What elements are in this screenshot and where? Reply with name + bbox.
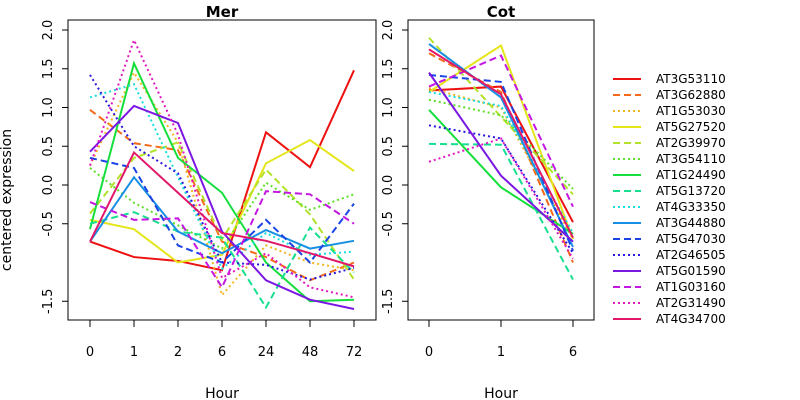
legend-item: AT5G01590 bbox=[613, 264, 726, 278]
series-line-at2g39970 bbox=[89, 141, 355, 281]
x-tick-label: 48 bbox=[302, 345, 319, 360]
legend-label: AT2G31490 bbox=[656, 296, 726, 310]
series-line-at5g01590 bbox=[428, 72, 574, 243]
legend-label: AT1G53030 bbox=[656, 104, 726, 118]
series-line-at5g13720 bbox=[89, 211, 355, 310]
panel-cot-series bbox=[428, 37, 574, 281]
y-tick-label: 0.0 bbox=[381, 175, 396, 196]
y-tick-label: 0.0 bbox=[41, 175, 56, 196]
legend-item: AT4G34700 bbox=[613, 312, 726, 326]
panel-cot-x-label: Hour bbox=[484, 386, 518, 400]
x-tick-label: 1 bbox=[497, 345, 505, 360]
x-tick-label: 1 bbox=[130, 345, 138, 360]
panel-cot-title: Cot bbox=[487, 3, 515, 21]
series-line-at1g03160 bbox=[428, 54, 574, 208]
y-tick-label: 0.5 bbox=[41, 136, 56, 157]
y-tick-label: -1.5 bbox=[41, 289, 56, 314]
x-tick-label: 6 bbox=[218, 345, 226, 360]
legend-label: AT3G53110 bbox=[656, 72, 726, 86]
legend-item: AT1G03160 bbox=[613, 280, 726, 294]
y-tick-label: -0.5 bbox=[381, 211, 396, 236]
legend-item: AT2G31490 bbox=[613, 296, 726, 310]
x-tick-label: 24 bbox=[258, 345, 275, 360]
series-line-at1g03160 bbox=[89, 190, 355, 290]
legend-label: AT5G47030 bbox=[656, 232, 726, 246]
panel-mer-y-axis: -1.5 -0.5 0.0 0.5 1.0 1.5 2.0 bbox=[41, 20, 68, 314]
series-line-at3g44880 bbox=[428, 43, 574, 248]
x-tick-label: 0 bbox=[86, 345, 94, 360]
legend: AT3G53110 AT3G62880 AT1G53030 AT5G27520 AT2G… bbox=[613, 72, 726, 326]
series-line-at5g47030 bbox=[89, 156, 355, 265]
legend-item: AT3G53110 bbox=[613, 72, 726, 86]
series-line-at5g13720 bbox=[428, 142, 574, 281]
panel-mer-series bbox=[89, 37, 355, 310]
legend-label: AT2G46505 bbox=[656, 248, 726, 262]
legend-item: AT3G62880 bbox=[613, 88, 726, 102]
panel-mer-x-label: Hour bbox=[205, 386, 239, 400]
panel-cot-y-axis: -1.5 -0.5 0.0 0.5 1.0 1.5 2.0 bbox=[381, 20, 408, 314]
y-tick-label: 2.0 bbox=[381, 20, 396, 41]
series-line-at4g34700 bbox=[89, 150, 355, 268]
series-line-at3g53110 bbox=[89, 69, 355, 272]
panel-cot-x-axis: 0 1 6 bbox=[425, 320, 577, 360]
legend-item: AT1G53030 bbox=[613, 104, 726, 118]
series-line-at2g31490 bbox=[428, 137, 574, 260]
series-line-at3g62880 bbox=[428, 52, 574, 263]
legend-label: AT2G39970 bbox=[656, 136, 726, 150]
legend-label: AT3G54110 bbox=[656, 152, 726, 166]
y-tick-label: 2.0 bbox=[41, 20, 56, 41]
legend-label: AT3G44880 bbox=[656, 216, 726, 230]
legend-item: AT2G46505 bbox=[613, 248, 726, 262]
y-tick-label: 0.5 bbox=[381, 136, 396, 157]
legend-label: AT1G03160 bbox=[656, 280, 726, 294]
legend-item: AT5G47030 bbox=[613, 232, 726, 246]
legend-item: AT3G54110 bbox=[613, 152, 726, 166]
y-tick-label: -0.5 bbox=[41, 211, 56, 236]
legend-label: AT1G24490 bbox=[656, 168, 726, 182]
legend-item: AT2G39970 bbox=[613, 136, 726, 150]
series-line-at5g01590 bbox=[89, 104, 355, 310]
legend-label: AT4G34700 bbox=[656, 312, 726, 326]
y-tick-label: 1.0 bbox=[381, 97, 396, 118]
y-axis-label: centered expression bbox=[0, 129, 15, 271]
series-line-at3g54110 bbox=[89, 167, 355, 250]
legend-label: AT3G62880 bbox=[656, 88, 726, 102]
panel-mer: Mer -1.5 -0.5 0.0 0.5 1.0 1.5 2.0 0 1 2 6 24 48 72 H… bbox=[41, 3, 377, 400]
legend-label: AT5G27520 bbox=[656, 120, 726, 134]
legend-label: AT5G01590 bbox=[656, 264, 726, 278]
series-line-at2g46505 bbox=[89, 74, 355, 281]
y-tick-label: 1.0 bbox=[41, 97, 56, 118]
series-line-at1g24490 bbox=[89, 60, 355, 303]
series-line-at5g27520 bbox=[89, 138, 355, 264]
x-tick-label: 0 bbox=[425, 345, 433, 360]
legend-item: AT5G27520 bbox=[613, 120, 726, 134]
y-tick-label: -1.5 bbox=[381, 289, 396, 314]
legend-label: AT5G13720 bbox=[656, 184, 726, 198]
x-tick-label: 2 bbox=[174, 345, 182, 360]
series-line-at3g44880 bbox=[89, 175, 355, 255]
panel-cot: Cot -1.5 -0.5 0.0 0.5 1.0 1.5 2.0 0 1 6 Hour bbox=[381, 3, 595, 400]
y-tick-label: 1.5 bbox=[381, 58, 396, 79]
legend-item: AT1G24490 bbox=[613, 168, 726, 182]
panel-mer-title: Mer bbox=[206, 3, 239, 21]
legend-item: AT3G44880 bbox=[613, 216, 726, 230]
x-tick-label: 72 bbox=[346, 345, 363, 360]
series-line-at4g33350 bbox=[89, 83, 355, 271]
series-line-at4g34700 bbox=[428, 48, 574, 239]
legend-label: AT4G33350 bbox=[656, 200, 726, 214]
y-tick-label: 1.5 bbox=[41, 58, 56, 79]
legend-item: AT5G13720 bbox=[613, 184, 726, 198]
panel-mer-x-axis: 0 1 2 6 24 48 72 bbox=[86, 320, 362, 360]
x-tick-label: 6 bbox=[569, 345, 577, 360]
legend-item: AT4G33350 bbox=[613, 200, 726, 214]
